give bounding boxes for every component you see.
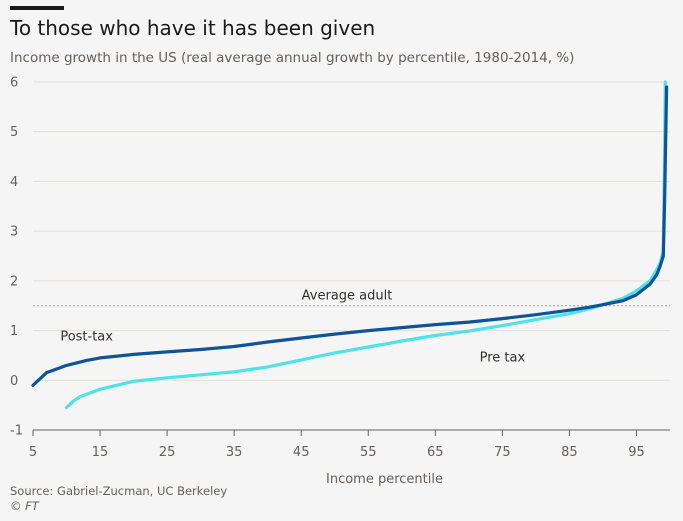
x-axis-label: Income percentile (326, 472, 443, 487)
x-tick-label: 25 (159, 445, 176, 460)
post-tax-line (31, 85, 669, 387)
credit-note: © FT (10, 499, 39, 513)
y-tick-label: -1 (10, 424, 23, 439)
y-tick-label: 4 (10, 175, 18, 190)
y-tick-label: 3 (10, 225, 18, 240)
x-tick-label: 15 (92, 445, 109, 460)
post-tax-label: Post-tax (60, 330, 113, 345)
x-tick-label: 55 (360, 445, 377, 460)
x-tick-label: 35 (226, 445, 243, 460)
y-tick-label: 1 (10, 324, 18, 339)
source-note: Source: Gabriel-Zucman, UC Berkeley (10, 484, 228, 498)
x-tick-label: 85 (561, 445, 578, 460)
grid-layer (33, 81, 670, 431)
y-tick-label: 5 (10, 125, 18, 140)
x-tick-label: 75 (494, 445, 511, 460)
y-tick-label: 2 (10, 274, 18, 289)
reference-layer: Average adult (33, 289, 670, 307)
x-tick-label: 95 (628, 445, 645, 460)
chart-title: To those who have it has been given (10, 16, 376, 40)
average-adult-label: Average adult (302, 289, 393, 304)
x-tick-label: 45 (293, 445, 310, 460)
annotation-layer: Post-tax Pre tax (60, 330, 525, 366)
x-tick-label: 5 (29, 445, 37, 460)
chart-subtitle: Income growth in the US (real average an… (10, 50, 575, 66)
pre-tax-line (64, 80, 667, 410)
x-tick-label: 65 (427, 445, 444, 460)
y-tick-label: 6 (10, 76, 18, 91)
y-tick-label: 0 (10, 374, 18, 389)
pre-tax-label: Pre tax (480, 350, 526, 365)
ft-accent-bar (10, 6, 64, 10)
series-layer (31, 80, 669, 410)
